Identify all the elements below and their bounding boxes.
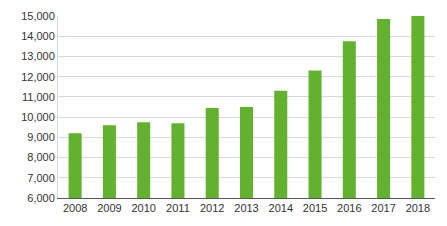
svg-text:2011: 2011: [166, 202, 190, 214]
svg-text:15,000: 15,000: [21, 10, 55, 22]
svg-text:11,000: 11,000: [22, 91, 55, 103]
svg-text:2010: 2010: [131, 202, 155, 214]
svg-text:2018: 2018: [406, 202, 430, 214]
svg-text:7,000: 7,000: [27, 172, 55, 184]
svg-text:12,000: 12,000: [21, 71, 55, 83]
svg-text:2014: 2014: [269, 202, 293, 214]
svg-text:2015: 2015: [303, 202, 327, 214]
svg-text:2016: 2016: [337, 202, 361, 214]
svg-text:2008: 2008: [63, 202, 87, 214]
svg-text:6,000: 6,000: [27, 192, 55, 204]
svg-text:13,000: 13,000: [21, 50, 55, 62]
svg-text:2012: 2012: [200, 202, 224, 214]
svg-text:10,000: 10,000: [21, 111, 55, 123]
svg-text:14,000: 14,000: [21, 30, 55, 42]
svg-text:9,000: 9,000: [27, 131, 55, 143]
svg-text:2013: 2013: [234, 202, 258, 214]
svg-text:2017: 2017: [371, 202, 395, 214]
svg-text:8,000: 8,000: [27, 151, 55, 163]
svg-text:2009: 2009: [97, 202, 121, 214]
